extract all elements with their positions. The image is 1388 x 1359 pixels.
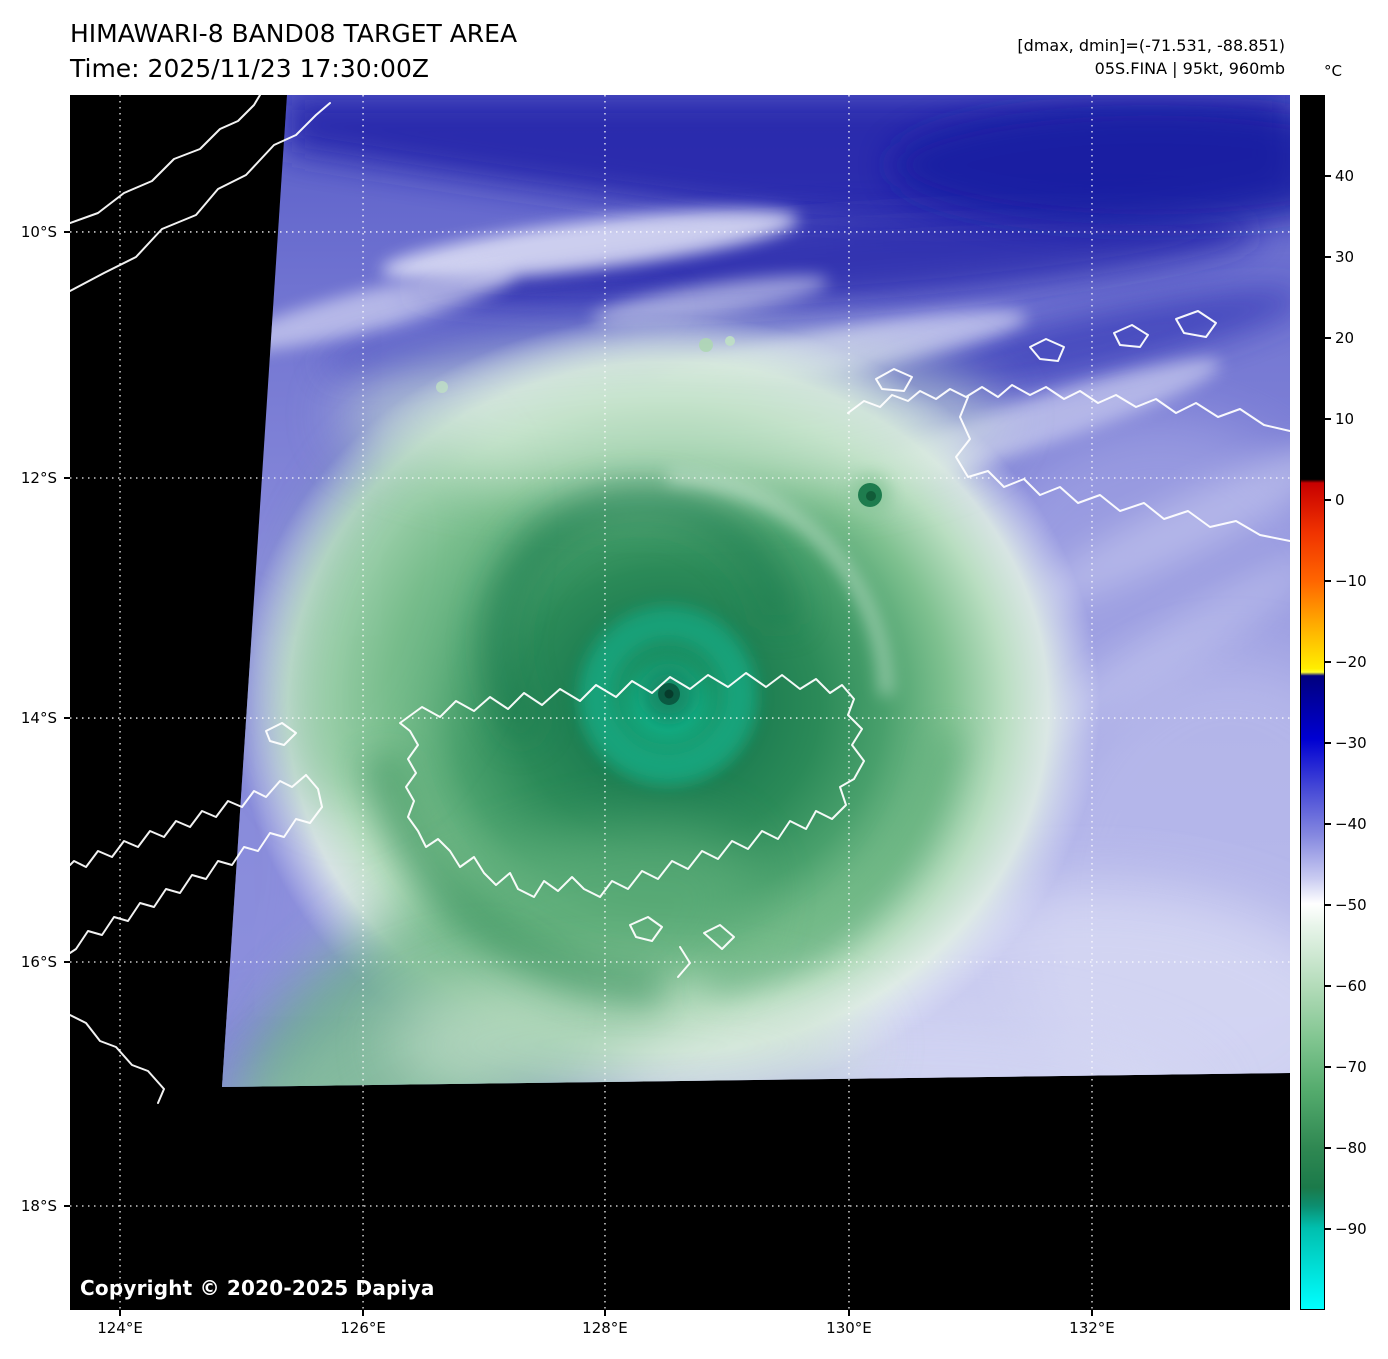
colorbar-tick-mark (1325, 1066, 1331, 1068)
copyright-label: Copyright © 2020-2025 Dapiya (80, 1276, 435, 1300)
colorbar-tick: −10 (1325, 572, 1367, 590)
colorbar-tick: 40 (1325, 167, 1354, 185)
lat-tick-label: 14°S (20, 709, 57, 728)
colorbar-tick-mark (1325, 904, 1331, 906)
gridlines-layer (70, 95, 1290, 1310)
header-left: HIMAWARI-8 BAND08 TARGET AREA Time: 2025… (70, 16, 517, 86)
colorbar-gradient (1300, 95, 1325, 1310)
colorbar-tick-mark (1325, 175, 1331, 177)
colorbar-tick: 10 (1325, 410, 1354, 428)
lat-tick-mark (64, 961, 70, 964)
lon-tick-mark (847, 1310, 850, 1316)
colorbar-tick: −70 (1325, 1058, 1367, 1076)
colorbar-tick-label: −40 (1335, 815, 1367, 833)
colorbar-tick: −50 (1325, 896, 1367, 914)
colorbar-tick-mark (1325, 1228, 1331, 1230)
lon-tick-label: 130°E (826, 1319, 872, 1337)
colorbar-tick-label: 20 (1335, 329, 1355, 347)
colorbar-tick-label: −70 (1335, 1058, 1367, 1076)
colorbar-tick-label: −80 (1335, 1139, 1367, 1157)
colorbar-tick: 0 (1325, 491, 1345, 509)
colorbar-tick-mark (1325, 1147, 1331, 1149)
colorbar-tick-label: −20 (1335, 653, 1367, 671)
colorbar-tick-mark (1325, 985, 1331, 987)
colorbar-tick-label: −50 (1335, 896, 1367, 914)
image-base-layer (222, 95, 1290, 1087)
colorbar-tick-mark (1325, 580, 1331, 582)
coastline-layer (70, 95, 1290, 1104)
lat-tick-label: 12°S (20, 468, 57, 487)
lon-tick-label: 128°E (582, 1319, 628, 1337)
lon-tick-mark (119, 1310, 122, 1316)
colorbar-tick: −80 (1325, 1139, 1367, 1157)
colorbar-ticks: 40 30 20 10 0 −10 −20 −30 −40 −50 −60 −70 −80 −90 (1325, 95, 1387, 1310)
colorbar-tick: −90 (1325, 1220, 1367, 1238)
lon-tick-mark (1090, 1310, 1093, 1316)
colorbar-tick-label: 0 (1335, 491, 1345, 509)
lon-tick-label: 124°E (97, 1319, 143, 1337)
colorbar-tick-mark (1325, 418, 1331, 420)
lat-axis: 10°S 12°S 14°S 16°S 18°S (0, 95, 70, 1310)
lon-tick-mark (603, 1310, 606, 1316)
storm-info-label: 05S.FINA | 95kt, 960mb (1094, 59, 1285, 78)
lat-tick-mark (64, 717, 70, 720)
colorbar-tick-label: −30 (1335, 734, 1367, 752)
lat-tick-label: 10°S (20, 222, 57, 241)
cyclone-layer (222, 315, 1100, 1087)
lat-tick-mark (64, 1204, 70, 1207)
colorbar-tick-label: −90 (1335, 1220, 1367, 1238)
page-title: HIMAWARI-8 BAND08 TARGET AREA (70, 19, 518, 48)
colorbar-tick-mark (1325, 337, 1331, 339)
colorbar-tick-mark (1325, 823, 1331, 825)
satellite-map: Copyright © 2020-2025 Dapiya (70, 95, 1290, 1310)
colorbar-tick: 20 (1325, 329, 1354, 347)
colorbar-tick: 30 (1325, 248, 1354, 266)
lat-tick-mark (64, 476, 70, 479)
colorbar-tick-label: 10 (1335, 410, 1355, 428)
colorbar-tick-label: 30 (1335, 248, 1355, 266)
lon-tick-label: 126°E (340, 1319, 386, 1337)
colorbar-tick-mark (1325, 499, 1331, 501)
header-right: [dmax, dmin]=(-71.531, -88.851) 05S.FINA… (1017, 34, 1285, 80)
range-info-label: [dmax, dmin]=(-71.531, -88.851) (1017, 36, 1285, 55)
colorbar-tick: −40 (1325, 815, 1367, 833)
colorbar-tick-mark (1325, 742, 1331, 744)
colorbar-tick-label: −10 (1335, 572, 1367, 590)
satellite-image-svg (70, 95, 1290, 1310)
lat-tick-label: 16°S (20, 953, 57, 972)
colorbar-tick-mark (1325, 661, 1331, 663)
lon-tick-label: 132°E (1069, 1319, 1115, 1337)
colorbar-tick: −20 (1325, 653, 1367, 671)
colorbar-tick-label: 40 (1335, 167, 1355, 185)
lat-tick-mark (64, 230, 70, 233)
colorbar-tick-mark (1325, 256, 1331, 258)
colorbar-tick: −60 (1325, 977, 1367, 995)
lon-tick-mark (362, 1310, 365, 1316)
lon-axis: 124°E 126°E 128°E 130°E 132°E (70, 1310, 1290, 1350)
colorbar-unit-label: °C (1324, 62, 1342, 80)
timestamp-label: Time: 2025/11/23 17:30:00Z (70, 54, 429, 83)
colorbar-tick-label: −60 (1335, 977, 1367, 995)
lat-tick-label: 18°S (20, 1196, 57, 1215)
colorbar-tick: −30 (1325, 734, 1367, 752)
